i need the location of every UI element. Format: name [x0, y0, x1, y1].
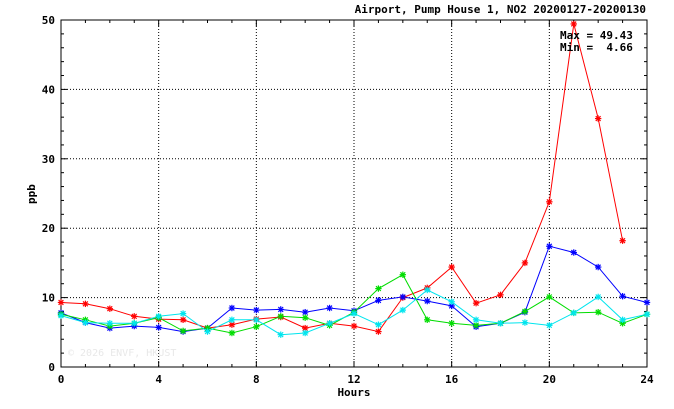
data-point-series-2 — [253, 306, 260, 314]
x-tick-label: 0 — [58, 373, 65, 386]
max-annotation: Max = 49.43 — [560, 29, 633, 42]
data-point-series-1 — [546, 198, 553, 206]
data-point-series-4 — [619, 316, 626, 324]
data-point-series-4 — [570, 309, 577, 317]
y-tick-label: 30 — [42, 153, 55, 166]
data-point-series-4 — [277, 331, 284, 338]
data-point-series-3 — [277, 313, 284, 320]
chart-title: Airport, Pump House 1, NO2 20200127-2020… — [355, 3, 646, 16]
data-point-series-3 — [375, 285, 382, 292]
x-tick-label: 12 — [347, 373, 360, 386]
x-tick-label: 8 — [253, 373, 260, 386]
data-point-series-4 — [472, 316, 480, 324]
data-point-series-4 — [155, 313, 162, 320]
grid-lines — [61, 20, 647, 367]
data-point-series-4 — [399, 306, 407, 314]
data-point-series-4 — [546, 322, 553, 329]
data-point-series-4 — [424, 286, 431, 294]
data-point-series-2 — [228, 304, 236, 312]
data-point-series-3 — [301, 314, 309, 321]
data-point-series-1 — [570, 20, 577, 28]
data-point-series-4 — [301, 329, 309, 337]
data-point-series-1 — [57, 299, 65, 306]
data-point-series-4 — [131, 320, 138, 327]
data-point-series-3 — [594, 308, 602, 316]
data-point-series-2 — [570, 249, 577, 256]
y-tick-label: 40 — [42, 83, 55, 96]
data-point-series-4 — [350, 310, 358, 317]
data-point-series-1 — [375, 328, 382, 335]
data-point-series-3 — [253, 323, 260, 330]
x-tick-label: 24 — [640, 373, 654, 386]
data-point-series-1 — [350, 322, 358, 330]
data-point-series-3 — [546, 293, 553, 301]
data-point-series-1 — [448, 263, 455, 271]
x-tick-label: 16 — [445, 373, 459, 386]
data-point-series-1 — [82, 300, 89, 308]
data-point-series-3 — [179, 327, 187, 335]
x-tick-labels: 0 4 8 12 16 20 24 — [58, 373, 654, 386]
series-line-1 — [60, 23, 624, 333]
data-point-series-4 — [82, 319, 89, 326]
data-point-series-4 — [448, 298, 455, 305]
data-point-series-2 — [155, 324, 162, 331]
data-point-series-1 — [619, 237, 626, 244]
data-point-series-3 — [424, 316, 431, 324]
x-axis-label: Hours — [337, 386, 370, 399]
series-group — [57, 20, 651, 338]
data-point-series-1 — [521, 259, 529, 267]
data-point-series-3 — [472, 322, 480, 329]
data-point-series-1 — [301, 324, 309, 332]
y-tick-label: 0 — [48, 361, 55, 374]
data-point-series-4 — [594, 293, 602, 301]
data-point-series-4 — [375, 321, 382, 328]
y-tick-label: 10 — [42, 292, 55, 305]
data-point-series-2 — [619, 293, 626, 300]
data-point-series-2 — [424, 297, 431, 305]
data-point-series-1 — [179, 316, 187, 324]
data-point-series-4 — [521, 319, 529, 326]
data-point-series-3 — [521, 308, 529, 315]
watermark: © 2026 ENVF, HKUST — [68, 348, 176, 359]
data-point-series-1 — [106, 305, 114, 312]
data-point-series-4 — [106, 320, 114, 327]
data-point-series-2 — [643, 299, 651, 306]
y-tick-label: 20 — [42, 222, 55, 235]
tick-marks — [61, 20, 647, 367]
min-annotation: Min = 4.66 — [560, 41, 633, 54]
y-tick-label: 50 — [42, 14, 55, 27]
data-point-series-3 — [228, 329, 236, 337]
data-point-series-3 — [448, 320, 455, 327]
data-point-series-1 — [472, 299, 480, 307]
data-point-series-3 — [399, 271, 407, 278]
data-point-series-4 — [57, 312, 65, 319]
data-point-series-2 — [301, 308, 309, 316]
data-point-series-1 — [594, 115, 602, 122]
data-point-series-1 — [497, 291, 504, 299]
data-point-series-4 — [253, 316, 260, 324]
data-point-series-2 — [277, 306, 284, 313]
data-point-series-2 — [546, 243, 553, 250]
data-point-series-4 — [497, 320, 504, 327]
data-point-series-1 — [131, 313, 138, 320]
x-tick-label: 4 — [155, 373, 162, 386]
data-point-series-4 — [179, 310, 187, 317]
data-point-series-1 — [228, 321, 236, 328]
data-point-series-4 — [228, 316, 236, 324]
x-tick-label: 20 — [543, 373, 556, 386]
data-point-series-4 — [204, 328, 211, 335]
data-point-series-4 — [643, 311, 651, 318]
data-point-series-2 — [326, 304, 333, 312]
data-point-series-4 — [326, 320, 333, 327]
data-point-series-2 — [399, 293, 407, 301]
y-axis-label: ppb — [25, 184, 38, 204]
data-point-series-2 — [594, 263, 602, 271]
data-point-series-2 — [375, 297, 382, 304]
y-tick-labels: 0 10 20 30 40 50 — [42, 14, 55, 374]
